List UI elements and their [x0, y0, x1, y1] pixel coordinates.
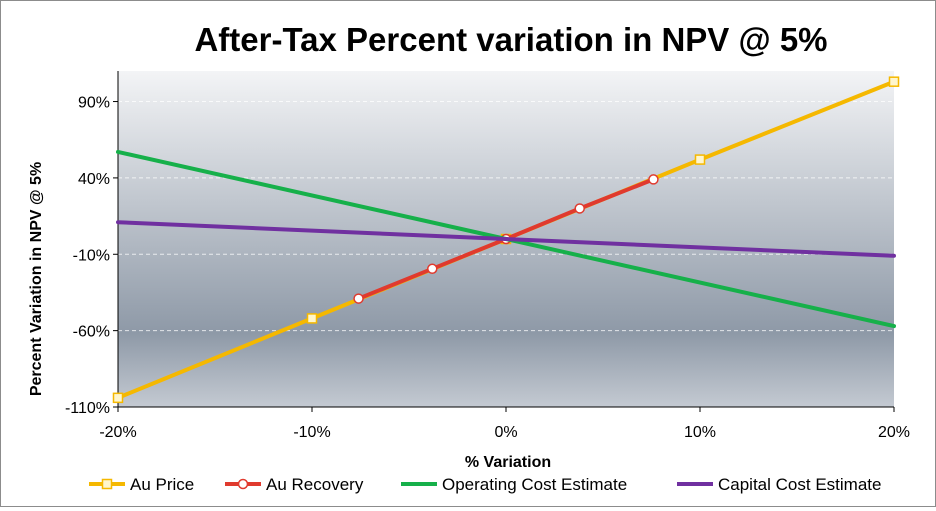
x-tick-label: -20% — [99, 424, 136, 441]
legend-item-operating-cost-estimate: Operating Cost Estimate — [401, 475, 627, 494]
au-price-point — [888, 76, 900, 87]
legend-label: Au Recovery — [266, 475, 364, 494]
legend-item-capital-cost-estimate: Capital Cost Estimate — [677, 475, 881, 494]
y-axis-title: Percent Variation in NPV @ 5% — [28, 162, 45, 396]
gridlines — [118, 101, 894, 332]
au-price-point — [694, 154, 706, 165]
y-tick-label: -10% — [73, 247, 110, 264]
y-tick-labels: -110% -60% -10% 40% 90% — [65, 95, 118, 417]
au-recovery-point — [427, 263, 438, 275]
y-tick-label: 90% — [78, 95, 110, 112]
y-tick-label: 40% — [78, 171, 110, 188]
x-tick-label: 10% — [684, 424, 716, 441]
x-tick-label: 0% — [494, 424, 517, 441]
au-recovery-point — [574, 203, 585, 214]
legend-swatch-marker — [237, 478, 249, 490]
y-tick-label: -110% — [65, 400, 110, 417]
legend-swatch-marker — [101, 478, 113, 490]
legend-item-au-recovery: Au Recovery — [225, 475, 364, 494]
capital-cost-estimate-line — [116, 220, 896, 258]
y-tick-label: -60% — [73, 324, 110, 341]
legend-label: Capital Cost Estimate — [718, 475, 881, 494]
x-tick-label: -10% — [293, 424, 330, 441]
series-layer — [112, 76, 900, 404]
au-recovery-point — [648, 174, 659, 185]
capital-cost-estimate-series — [116, 220, 896, 258]
x-tick-label: 20% — [878, 424, 910, 441]
x-tick-labels: -20% -10% 0% 10% 20% — [99, 407, 910, 441]
legend-label: Au Price — [130, 475, 194, 494]
legend: Au Price Au Recovery Operating Cost Estima… — [89, 475, 881, 494]
au-recovery-point — [353, 293, 364, 304]
legend-label: Operating Cost Estimate — [442, 475, 627, 494]
au-price-point — [112, 392, 124, 404]
x-axis-title: % Variation — [465, 454, 551, 471]
legend-item-au-price: Au Price — [89, 475, 194, 494]
au-price-point — [306, 313, 318, 324]
chart-title: After-Tax Percent variation in NPV @ 5% — [194, 21, 827, 58]
